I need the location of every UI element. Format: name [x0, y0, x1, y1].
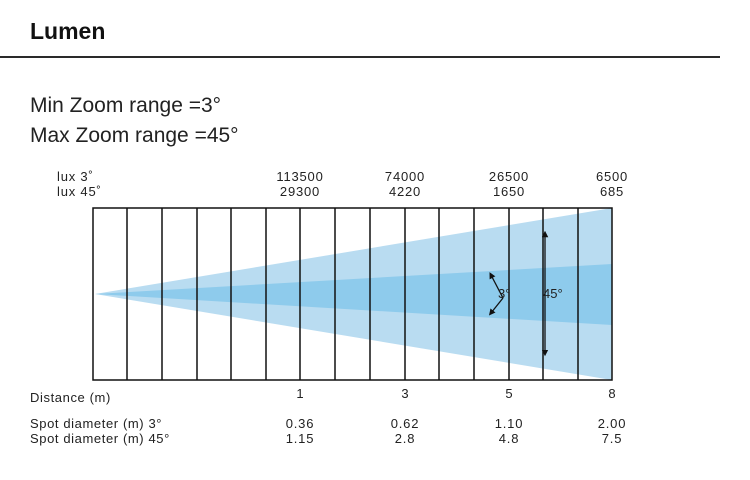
distance-value: 3 [401, 386, 408, 401]
lux-3-value: 113500 [276, 169, 323, 184]
lux-45-value: 29300 [280, 184, 320, 199]
narrow-angle-arrow-lower [488, 297, 504, 316]
spot-3-row-label: Spot diameter (m) 3° [30, 416, 162, 431]
spot-45-row-label: Spot diameter (m) 45° [30, 431, 170, 446]
distance-value: 8 [608, 386, 615, 401]
lux-3-row-label: lux 3˚ [57, 169, 94, 184]
distance-value: 5 [505, 386, 512, 401]
spot-45-value: 7.5 [602, 431, 622, 446]
spot-3-value: 2.00 [598, 416, 627, 431]
spot-3-value: 1.10 [495, 416, 524, 431]
grid-frame [92, 207, 613, 381]
min-zoom-range: Min Zoom range =3° [30, 94, 222, 117]
lux-45-value: 1650 [493, 184, 525, 199]
spot-45-value: 2.8 [395, 431, 415, 446]
column-4: 6500 685 8 2.00 7.5 [596, 169, 628, 446]
lux-45-value: 685 [600, 184, 624, 199]
wide-angle-label: 45° [543, 286, 563, 301]
lux-3-value: 6500 [596, 169, 628, 184]
column-1: 113500 29300 1 0.36 1.15 [276, 169, 323, 446]
spot-45-value: 1.15 [286, 431, 315, 446]
spot-3-value: 0.62 [391, 416, 420, 431]
column-3: 26500 1650 5 1.10 4.8 [489, 169, 529, 446]
lux-3-value: 74000 [385, 169, 425, 184]
distance-value: 1 [296, 386, 303, 401]
distance-row-label: Distance (m) [30, 390, 111, 405]
lux-3-value: 26500 [489, 169, 529, 184]
narrow-beam-3 [95, 264, 612, 325]
max-zoom-range: Max Zoom range =45° [30, 124, 239, 147]
column-2: 74000 4220 3 0.62 2.8 [385, 169, 425, 446]
narrow-angle-arrow [489, 272, 504, 299]
lux-45-value: 4220 [389, 184, 421, 199]
title-divider [0, 56, 720, 58]
narrow-angle-label: 3° [498, 286, 510, 301]
spot-45-value: 4.8 [499, 431, 519, 446]
lux-45-row-label: lux 45˚ [57, 184, 102, 199]
page-title: Lumen [30, 18, 106, 44]
spot-3-value: 0.36 [286, 416, 315, 431]
